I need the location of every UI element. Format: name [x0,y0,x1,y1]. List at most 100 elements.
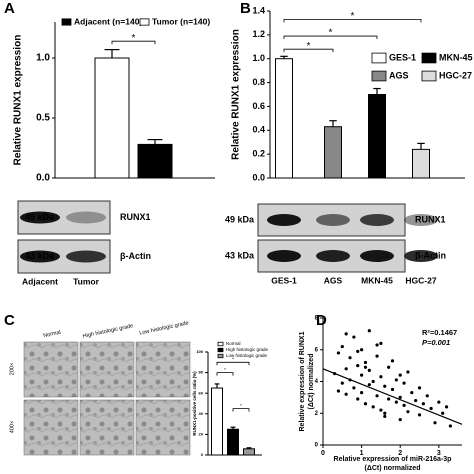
x-tick-label: 2 [398,450,402,457]
bar [412,148,430,179]
scatter-point [433,421,437,425]
legend-label: GES-1 [389,52,416,62]
y-tick-label: 0.6 [252,101,265,111]
scatter-point [344,367,348,371]
scatter-point [356,364,360,368]
y-tick-label: 8 [315,316,319,322]
significance-label: * [224,367,226,372]
fit-line [322,368,463,425]
lane-label: HGC-27 [405,275,436,285]
blot-band [404,214,438,226]
histology-column: Low histologic grade [139,320,189,336]
scatter-point [363,402,368,406]
y-tick-label: 0.5 [36,113,50,124]
significance-label: * [329,28,333,39]
scatter-point [387,397,391,401]
scatter-point [425,394,429,398]
scatter-point [406,410,410,414]
y-tick-label: 1.4 [252,5,265,15]
lane-label: AGS [324,275,343,285]
scatter-point [379,408,383,412]
legend-label: High histologic grade [226,347,269,352]
histology-row: 400× [9,421,15,433]
legend-swatch [217,353,224,359]
histology-image [135,399,191,456]
annotation: R²=0.1467 [422,328,457,337]
y-tick-label: 60 [199,390,204,395]
scatter-point [352,335,356,339]
legend-swatch [217,341,224,347]
scatter-point [344,332,348,336]
legend-label: HGC-27 [439,70,472,80]
scatter-point [379,341,383,345]
y-tick-label: 40 [199,411,204,416]
significance-label: * [232,356,234,361]
scatter-point [367,383,371,387]
scatter-point [410,391,414,395]
significance-bracket [283,18,422,23]
annotation: P=0.001 [422,338,450,347]
panel-label: A [4,0,15,17]
x-axis-label: Relative expression of miR-216a-3p [334,456,452,463]
scatter-point [367,329,371,333]
scatter-point [398,395,402,399]
scatter-point [375,354,379,358]
scatter-point [417,413,422,417]
legend-swatch [139,18,150,26]
scatter-point [367,368,371,372]
significance-bracket [283,35,378,40]
scatter-point [348,356,352,360]
scatter-point [344,392,348,396]
x-axis-label: (ΔCt) normalized [365,465,421,472]
legend-swatch [371,70,387,82]
legend-label: MKN-45 [439,52,473,62]
x-tick-label: 0 [321,450,325,457]
scatter-point [360,391,364,395]
x-tick-label: 3 [437,450,441,457]
y-tick-label: 6 [315,347,319,353]
scatter-point [383,384,387,388]
scatter-point [375,343,379,347]
scatter-point [398,418,402,422]
lane-label: Adjacent [22,276,58,286]
significance-label: * [307,41,311,52]
x-tick-label: 1 [360,450,364,457]
legend-label: AGS [389,70,409,80]
scatter-point [402,403,406,407]
y-tick-label: 100 [196,349,203,354]
y-axis-label: Relative RUNX1 expression [231,29,242,160]
lane-label: Tumor [73,276,100,286]
lane-label: MKN-45 [361,275,393,285]
scatter-point [371,379,375,384]
scatter-point [340,381,344,385]
bar [137,143,173,179]
histology-row: 200× [9,363,15,375]
scatter-point [383,411,387,415]
bar [368,94,386,179]
blot-protein: RUNX1 [120,212,151,222]
histology-image [79,399,135,456]
y-axis-label: RUNX1-positive cells ratio (%) [192,371,197,436]
bar [275,58,293,179]
scatter-point [356,349,360,353]
legend-swatch [61,18,72,26]
scatter-point [437,400,441,404]
y-tick-label: 20 [199,431,204,436]
significance-bracket [216,361,250,366]
blot-band [404,250,438,262]
histology-column: Normal [43,330,62,340]
y-tick-label: 0 [315,443,319,449]
legend-swatch [421,70,437,82]
blot-band [360,214,394,226]
y-tick-label: 1.2 [252,29,265,39]
blot-kda: 43 kDa [25,251,55,261]
blot-band [267,250,301,262]
y-axis-label: Relative expression of RUNX1 [299,331,306,431]
blot-band [20,211,60,224]
y-tick-label: 0 [201,452,204,457]
blot-kda: 49 kDa [225,214,255,224]
scatter-point [394,400,398,404]
y-tick-label: 1.0 [252,53,265,63]
scatter-point [429,406,433,411]
